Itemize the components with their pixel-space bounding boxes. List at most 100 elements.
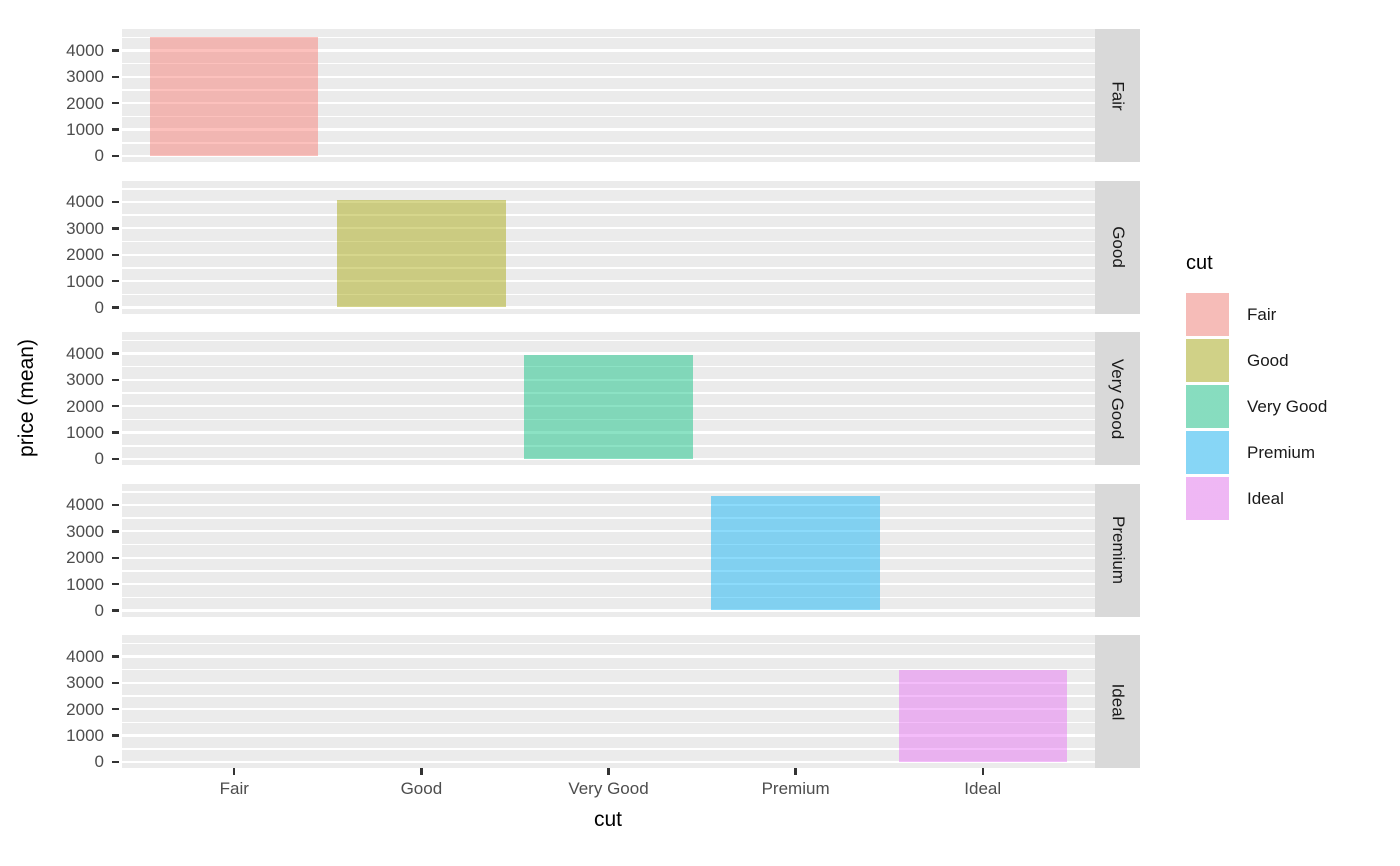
minor-gridline: [122, 721, 1095, 724]
minor-gridline: [122, 214, 1095, 216]
y-tick-mark: [112, 681, 119, 685]
y-tick-mark: [112, 253, 119, 256]
legend-entry: Very Good: [1186, 385, 1327, 428]
y-tick-label: 0: [94, 449, 104, 469]
facet-panel: [122, 483, 1095, 617]
major-gridline: [122, 681, 1095, 684]
legend-entry: Ideal: [1186, 477, 1327, 520]
y-tick-label: 0: [94, 297, 104, 317]
y-tick-mark: [112, 378, 119, 382]
legend: cut Fair Good Very Good Premium Ideal: [1186, 252, 1327, 523]
y-tick-mark: [112, 457, 119, 461]
x-tick-mark: [420, 768, 423, 775]
minor-gridline: [122, 418, 1095, 421]
y-tick-mark: [112, 431, 119, 434]
facet-panel: [122, 635, 1095, 768]
minor-gridline: [122, 748, 1095, 750]
legend-entries: Fair Good Very Good Premium Ideal: [1186, 293, 1327, 520]
minor-gridline: [122, 62, 1095, 65]
minor-gridline: [122, 668, 1095, 671]
legend-key-swatch: [1186, 477, 1229, 520]
bar-ideal: [898, 669, 1067, 762]
minor-gridline: [122, 240, 1095, 243]
legend-label: Fair: [1247, 304, 1277, 324]
legend-title: cut: [1186, 252, 1213, 274]
y-tick-mark: [112, 306, 119, 309]
y-tick-label: 1000: [66, 574, 104, 594]
major-gridline: [122, 457, 1095, 461]
x-tick-mark: [981, 768, 984, 775]
major-gridline: [122, 306, 1095, 309]
minor-gridline: [122, 339, 1095, 342]
y-tick-mark: [112, 708, 119, 711]
y-tick-label: 0: [94, 600, 104, 620]
y-tick-mark: [112, 405, 119, 408]
legend-key-swatch: [1186, 293, 1229, 336]
major-gridline: [122, 378, 1095, 381]
y-tick-mark: [112, 227, 119, 230]
minor-gridline: [122, 596, 1095, 598]
major-gridline: [122, 75, 1095, 78]
minor-gridline: [122, 188, 1095, 190]
major-gridline: [122, 556, 1095, 559]
minor-gridline: [122, 115, 1095, 118]
legend-key-swatch: [1186, 431, 1229, 474]
legend-label: Very Good: [1247, 396, 1328, 416]
legend-label: Good: [1247, 350, 1289, 370]
minor-gridline: [122, 142, 1095, 144]
y-tick-label: 2000: [66, 93, 104, 113]
minor-gridline: [122, 517, 1095, 519]
legend-label: Ideal: [1247, 488, 1284, 508]
y-tick-label: 4000: [66, 343, 104, 363]
y-tick-mark: [112, 279, 119, 283]
y-axis-title: price (mean): [15, 339, 38, 457]
minor-gridline: [122, 570, 1095, 572]
x-tick-label: Fair: [219, 779, 249, 798]
y-tick-mark: [112, 609, 119, 612]
facet-panel: [122, 332, 1095, 465]
y-tick-label: 1000: [66, 271, 104, 291]
y-tick-mark: [112, 655, 119, 658]
facet-strip-label: Very Good: [1108, 358, 1128, 439]
bar-very-good: [524, 355, 693, 459]
y-tick-mark: [112, 760, 119, 764]
major-gridline: [122, 609, 1095, 612]
major-gridline: [122, 655, 1095, 658]
major-gridline: [122, 227, 1095, 230]
y-tick-mark: [112, 200, 119, 204]
major-gridline: [122, 200, 1095, 204]
major-gridline: [122, 708, 1095, 711]
major-gridline: [122, 503, 1095, 507]
facet-strip: Good: [1095, 180, 1140, 314]
facet-strip-label: Fair: [1108, 80, 1128, 111]
major-gridline: [122, 253, 1095, 256]
minor-gridline: [122, 695, 1095, 697]
major-gridline: [122, 49, 1095, 52]
y-tick-mark: [112, 75, 119, 79]
y-tick-label: 3000: [66, 370, 104, 390]
bar-premium: [711, 495, 880, 611]
y-tick-label: 4000: [66, 495, 104, 515]
major-gridline: [122, 582, 1095, 586]
facet-panel: [122, 29, 1095, 162]
y-tick-label: 1000: [66, 120, 104, 140]
y-tick-label: 2000: [66, 699, 104, 719]
y-tick-label: 0: [94, 146, 104, 166]
facet-strip: Ideal: [1095, 635, 1140, 768]
minor-gridline: [122, 642, 1095, 645]
y-tick-mark: [112, 582, 119, 586]
facet-strip-label: Premium: [1108, 515, 1128, 585]
major-gridline: [122, 405, 1095, 408]
minor-gridline: [122, 365, 1095, 368]
minor-gridline: [122, 36, 1095, 39]
y-tick-label: 2000: [66, 396, 104, 416]
minor-gridline: [122, 392, 1095, 394]
major-gridline: [122, 760, 1095, 764]
y-tick-mark: [112, 503, 119, 507]
major-gridline: [122, 431, 1095, 434]
y-tick-mark: [112, 154, 119, 158]
major-gridline: [122, 530, 1095, 533]
minor-gridline: [122, 445, 1095, 447]
facet-strip: Fair: [1095, 29, 1140, 162]
facet-strip: Premium: [1095, 483, 1140, 617]
